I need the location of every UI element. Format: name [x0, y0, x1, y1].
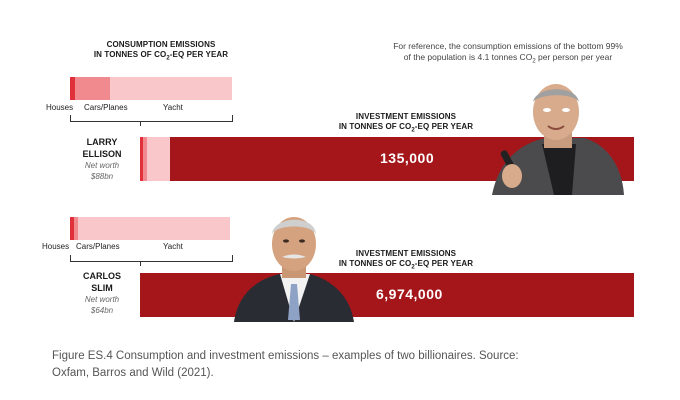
segment-yacht — [78, 217, 230, 240]
name-line2: ELLISON — [82, 149, 122, 159]
investment-header-line2: IN TONNES OF CO2-EQ PER YEAR — [338, 122, 474, 134]
caption-line2: Oxfam, Barros and Wild (2021). — [52, 367, 214, 379]
label-yacht: Yacht — [163, 242, 183, 251]
net-worth-value: $64bn — [90, 306, 114, 315]
reference-note-line1: For reference, the consumption emissions… — [393, 41, 623, 51]
investment-emissions-header-ellison: INVESTMENT EMISSIONS IN TONNES OF CO2-EQ… — [326, 112, 486, 136]
consumption-emissions-header: CONSUMPTION EMISSIONS IN TONNES OF CO2-E… — [86, 40, 236, 64]
label-cars-planes: Cars/Planes — [84, 103, 128, 112]
consumption-header-line1: CONSUMPTION EMISSIONS — [106, 40, 216, 49]
consumption-bar-ellison — [70, 77, 232, 100]
net-worth-label: Net worth — [84, 295, 120, 304]
net-worth-label: Net worth — [84, 161, 120, 170]
segment-houses — [70, 77, 75, 100]
brace-slim — [70, 255, 233, 262]
net-worth-value: $88bn — [90, 172, 114, 181]
consumption-stub-ellison — [140, 137, 170, 181]
brace-tip-slim — [140, 261, 141, 266]
reference-note: For reference, the consumption emissions… — [372, 41, 644, 68]
portrait-ellison — [492, 84, 624, 195]
billionaire-label-ellison: LARRY ELLISON Net worth $88bn — [66, 136, 138, 182]
caption-line1: Figure ES.4 Consumption and investment e… — [52, 350, 519, 362]
portrait-slim — [234, 217, 354, 322]
investment-value-slim: 6,974,000 — [376, 286, 443, 302]
label-cars-planes: Cars/Planes — [76, 242, 120, 251]
consumption-header-line2: IN TONNES OF CO2-EQ PER YEAR — [93, 50, 229, 62]
investment-emissions-header-slim: INVESTMENT EMISSIONS IN TONNES OF CO2-EQ… — [326, 249, 486, 273]
name-line2: SLIM — [91, 283, 113, 293]
investment-value-ellison: 135,000 — [380, 150, 435, 166]
segment-cars-planes — [75, 77, 110, 100]
label-houses: Houses — [42, 242, 70, 251]
brace-tip-ellison — [140, 121, 141, 126]
label-houses: Houses — [46, 103, 74, 112]
investment-header-line1: INVESTMENT EMISSIONS — [355, 112, 457, 121]
investment-header-line2: IN TONNES OF CO2-EQ PER YEAR — [338, 259, 474, 271]
consumption-bar-slim — [70, 217, 230, 240]
figure-caption: Figure ES.4 Consumption and investment e… — [52, 348, 652, 382]
billionaire-label-slim: CARLOS SLIM Net worth $64bn — [66, 270, 138, 316]
brace-ellison — [70, 115, 233, 122]
investment-bar-slim — [140, 273, 634, 317]
name-line1: CARLOS — [83, 271, 121, 281]
label-yacht: Yacht — [163, 103, 183, 112]
reference-note-line2: of the population is 4.1 tonnes CO2 per … — [403, 52, 613, 65]
segment-yacht — [110, 77, 232, 100]
segment-houses — [70, 217, 74, 240]
name-line1: LARRY — [86, 137, 118, 147]
segment-cars-planes — [74, 217, 78, 240]
investment-header-line1: INVESTMENT EMISSIONS — [355, 249, 457, 258]
